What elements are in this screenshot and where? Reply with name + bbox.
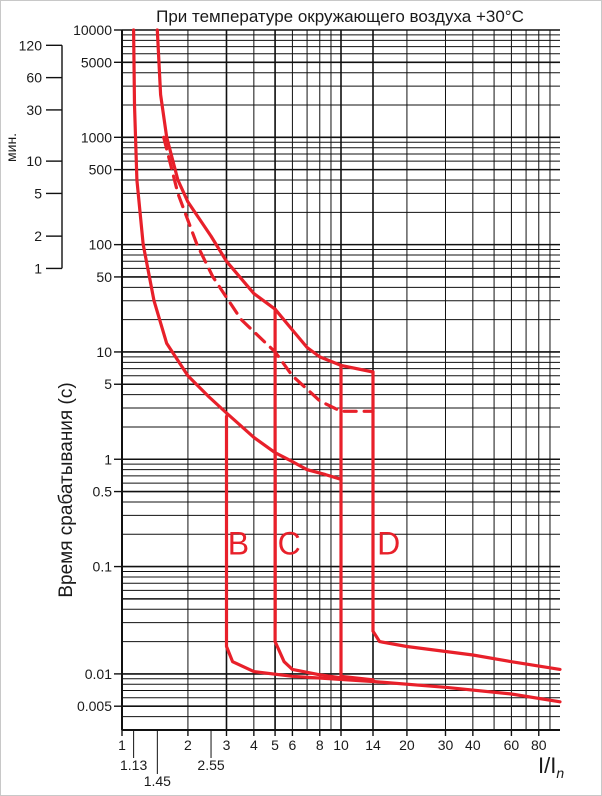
minutes-tick-label: 2 (34, 228, 42, 244)
curve-low (132, 28, 343, 481)
x-axis-label-main: I/I (538, 753, 556, 778)
chart-title: При температуре окружающего воздуха +30°… (156, 7, 524, 26)
y-tick-label: 0.5 (93, 484, 113, 500)
y-tick-label: 500 (89, 162, 113, 178)
y-tick-label: 0.005 (77, 698, 112, 714)
x-tick-label: 10 (333, 737, 349, 753)
x-tick-label: 4 (250, 737, 258, 753)
minutes-axis-label: мин. (3, 133, 19, 162)
x-tick-label: 1 (118, 737, 126, 753)
y-axis-label: Время срабатывания (с) (56, 382, 77, 597)
curve-label-D: D (377, 525, 400, 561)
curve-label-B: B (228, 525, 249, 561)
y-tick-label: 50 (96, 269, 112, 285)
x-axis-ticks: 1 2 3 4 5 6 8 10 14 20 30 40 60 80 1.131.45 2.55 (118, 730, 547, 789)
y-tick-label: 5 (104, 376, 112, 392)
x-tick-label: 60 (504, 737, 520, 753)
minutes-tick-label: 30 (26, 102, 42, 118)
minutes-tick-label: 5 (34, 185, 42, 201)
minutes-tick-label: 120 (19, 37, 43, 53)
curve-tail-B (224, 415, 562, 704)
minutes-tick-label: 10 (26, 153, 42, 169)
curve-tail-D-right (371, 370, 562, 671)
y-tick-label: 10000 (73, 22, 112, 38)
x-tick-label: 6 (289, 737, 297, 753)
y-axis-ticks: 10000 5000 1000 500 100 50 10 5 1 0.5 0.1 0.01 0.005 (73, 22, 122, 714)
x-axis-label: I/In (538, 753, 564, 781)
curves (132, 28, 562, 704)
curve-tail-D (339, 363, 375, 682)
x-tick-label: 8 (316, 737, 324, 753)
x-tick-label: 5 (271, 737, 279, 753)
y-tick-label: 0.1 (93, 559, 113, 575)
x-tick-label: 30 (438, 737, 454, 753)
x-tick-extra-label: 1.45 (144, 773, 171, 789)
minutes-axis: мин. 120 60 30 10 5 2 1 (3, 37, 63, 276)
y-tick-label: 5000 (81, 54, 112, 70)
minutes-tick-label: 60 (26, 70, 42, 86)
x-tick-label: 14 (365, 737, 381, 753)
y-tick-label: 10 (96, 344, 112, 360)
minutes-tick-label: 1 (34, 260, 42, 276)
y-tick-label: 0.01 (85, 666, 112, 682)
y-tick-label: 1 (104, 451, 112, 467)
x-tick-label: 20 (399, 737, 415, 753)
curve-high (155, 28, 375, 374)
x-tick-label: 2 (184, 737, 192, 753)
x-axis-label-sub: n (556, 765, 564, 781)
y-tick-label: 1000 (81, 129, 112, 145)
x-tick-label: 80 (531, 737, 547, 753)
x-tick-extra-label: 2.55 (197, 757, 224, 773)
x-tick-label: 40 (465, 737, 481, 753)
y-tick-label: 100 (89, 237, 113, 253)
x-tick-extra-label: 1.13 (120, 757, 147, 773)
curve-label-C: C (278, 525, 301, 561)
x-tick-label: 3 (223, 737, 231, 753)
